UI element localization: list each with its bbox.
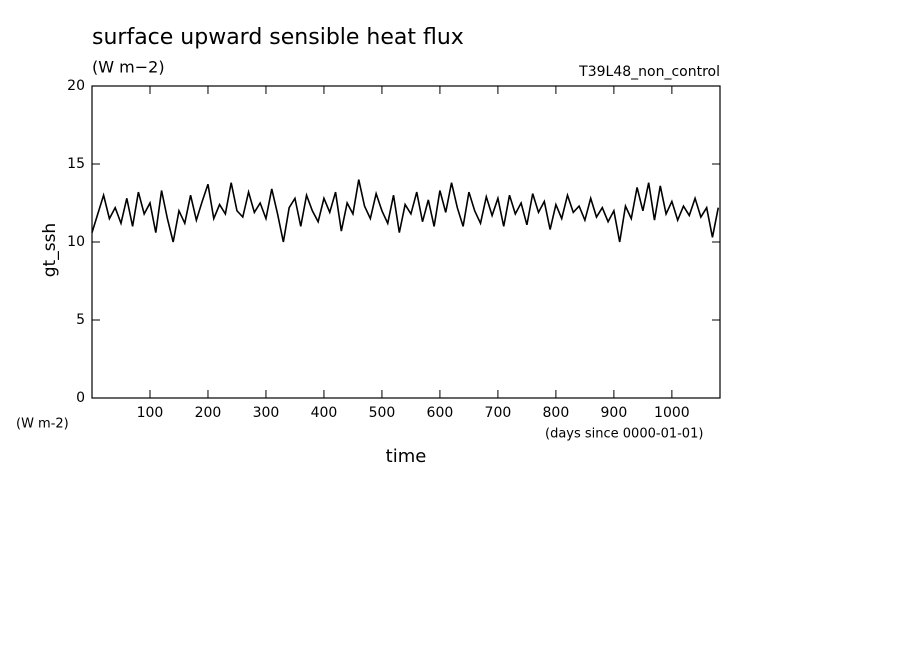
x-tick-label: 600 <box>427 405 454 421</box>
chart-title: surface upward sensible heat flux <box>92 25 464 50</box>
chart-subtitle: (W m−2) <box>92 58 165 77</box>
x-axis-label: time <box>386 446 427 467</box>
data-line <box>91 179 720 243</box>
y-tick-label: 20 <box>67 78 85 94</box>
y-tick-label: 0 <box>76 390 85 406</box>
y-tick-label: 10 <box>67 234 85 250</box>
x-tick-label: 900 <box>601 405 628 421</box>
plot-frame <box>91 85 721 399</box>
x-units: (days since 0000-01-01) <box>545 427 703 442</box>
x-tick-label: 200 <box>195 405 222 421</box>
annotation: T39L48_non_control <box>578 64 720 80</box>
x-tick-label: 800 <box>543 405 570 421</box>
x-tick-label: 700 <box>485 405 512 421</box>
x-tick-label: 300 <box>253 405 280 421</box>
x-tick-label: 500 <box>369 405 396 421</box>
y-tick-label: 15 <box>67 156 85 172</box>
y-units: (W m-2) <box>16 417 69 432</box>
y-tick-label: 5 <box>76 312 85 328</box>
y-axis-label: gt_ssh <box>40 223 60 277</box>
x-tick-label: 400 <box>311 405 338 421</box>
x-tick-label: 1000 <box>654 405 690 421</box>
x-tick-label: 100 <box>137 405 164 421</box>
